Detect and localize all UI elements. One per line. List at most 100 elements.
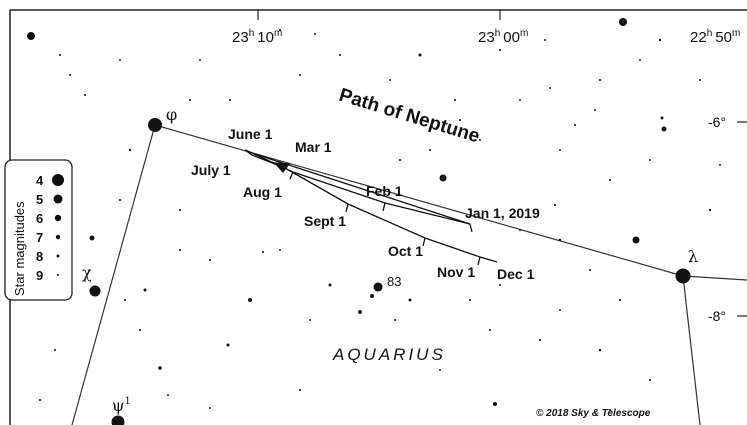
star [54,349,56,351]
star [675,268,691,284]
star [660,116,664,120]
ra-m: m [732,28,740,39]
star-label: 83 [387,274,401,289]
ticks [257,10,747,317]
date-label: Jan 1, 2019 [465,205,540,221]
star [558,238,562,242]
star [124,299,126,301]
star [544,39,546,41]
figure-line [682,275,747,281]
star [370,294,374,298]
star [489,329,491,331]
date-ticks [289,171,481,266]
star [554,204,556,206]
legend-label: 8 [36,249,43,264]
star [199,59,201,61]
star [328,283,332,287]
neptune-path [244,149,498,266]
star [59,54,61,56]
star [399,159,401,161]
ra-min: 00 [503,29,520,46]
star [39,399,41,401]
star [27,32,35,40]
path-line [244,149,498,263]
constellation-name: AQUARIUS [332,345,446,364]
star [439,174,447,182]
star [649,379,651,381]
star [708,208,712,212]
date-label: Sept 1 [304,213,346,229]
star [179,249,181,251]
star [418,53,422,57]
star [262,251,264,253]
star [589,269,591,271]
credit: © 2018 Sky & Telescope [536,408,651,419]
star [594,109,596,111]
star [299,389,301,391]
ra-m: m [520,28,528,39]
star [279,249,281,251]
date-label: June 1 [228,126,273,142]
legend-label: 5 [36,192,43,207]
star [111,415,125,425]
star [167,394,169,396]
star [189,99,191,101]
star [639,59,641,61]
star [89,235,95,241]
date-label: Dec 1 [497,266,535,282]
date-label: Nov 1 [437,264,475,280]
star [408,298,412,302]
star [661,126,667,132]
star [248,298,252,302]
star [209,407,211,409]
star [493,402,497,406]
star [429,149,431,151]
star [229,99,231,101]
star [373,282,383,292]
legend-label: 6 [36,211,43,226]
star [84,94,86,96]
star [559,309,561,311]
star [649,159,651,161]
ra-label: 22h 50m [690,28,740,46]
star [658,38,662,42]
star [69,74,71,76]
star [598,348,602,352]
figure-line [682,275,701,425]
stars [27,18,721,425]
star [309,319,311,321]
star-label: λ [688,247,698,266]
dec-label: -6° [708,114,726,130]
star [559,149,561,151]
star [279,29,281,31]
date-label: Oct 1 [388,243,423,259]
star [389,79,391,81]
arrow [273,162,291,174]
legend-dot [55,234,61,240]
star-label: φ [166,105,177,124]
star [394,319,396,321]
legend-label: 7 [36,230,43,245]
star [89,285,101,297]
star [209,259,211,261]
date-label: Aug 1 [243,184,282,200]
ra-hour: 23 [478,29,495,46]
ra-h: h [249,28,255,39]
star [119,59,121,61]
legend-dot [54,214,62,222]
legend-items: 4 5 6 7 8 9 [36,173,64,283]
date-label: July 1 [191,162,231,178]
star [143,288,147,292]
date-label: Mar 1 [295,139,332,155]
star [139,329,141,331]
star [469,299,471,301]
star [599,79,601,81]
star [358,310,362,314]
legend-dot [53,194,63,204]
ra-label: 23h 00m [478,28,528,46]
star [619,299,621,301]
legend-dot [57,274,59,276]
star-label: ψ1 [112,396,131,415]
